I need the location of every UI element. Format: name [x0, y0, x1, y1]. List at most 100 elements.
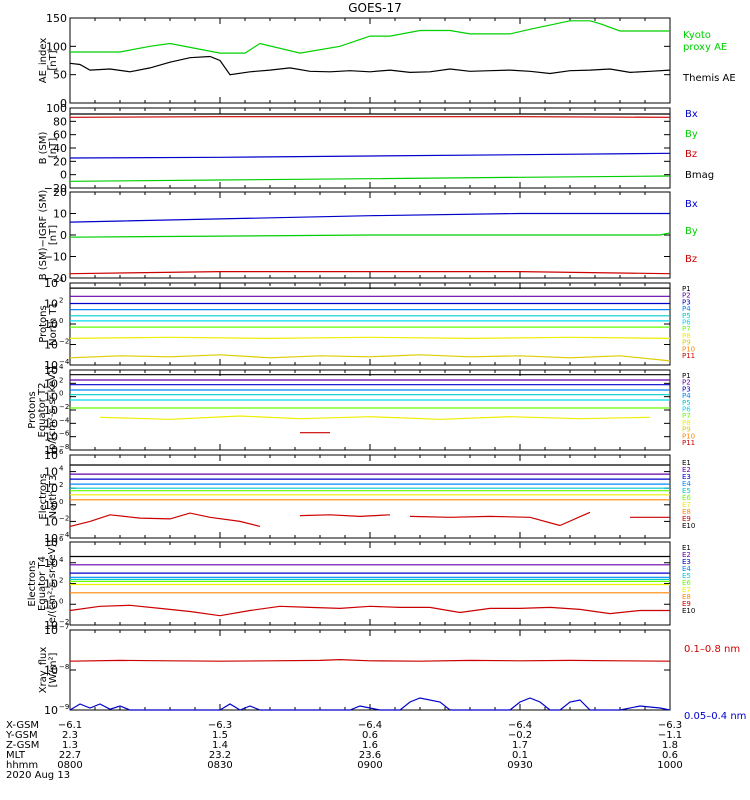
ephemeris-row-label: Y-GSM — [5, 730, 38, 741]
legend-label: P3 — [682, 385, 691, 393]
legend-label: E5 — [682, 487, 691, 495]
legend-label: Themis AE — [682, 73, 736, 84]
y-tick-label: 80 — [53, 115, 67, 128]
panel-frame — [69, 454, 671, 539]
y-axis-label: AE_index — [38, 38, 49, 84]
y-tick-label: 10 — [44, 515, 58, 528]
y-tick-exponent: 6 — [59, 448, 64, 456]
y-tick-exponent: −2 — [59, 514, 69, 522]
series-line — [69, 512, 261, 527]
legend-label: P5 — [682, 312, 691, 320]
y-axis-label: Protons — [38, 305, 49, 342]
legend-label: E7 — [682, 586, 691, 594]
legend-label: E10 — [682, 522, 695, 530]
ephemeris-value: 23.6 — [359, 750, 381, 761]
y-tick-exponent: 4 — [59, 363, 64, 371]
ephemeris-value: 0800 — [57, 760, 82, 771]
y-tick-label: 10 — [44, 298, 58, 311]
y-tick-exponent: 2 — [59, 297, 63, 305]
legend-label: P4 — [682, 305, 691, 313]
legend-label: E1 — [682, 459, 691, 467]
ephemeris-row-label: Z-GSM — [6, 740, 39, 751]
legend-label: P8 — [682, 419, 691, 427]
legend-label: P7 — [682, 412, 691, 420]
series-line — [69, 55, 671, 76]
legend-label: E3 — [682, 473, 691, 481]
y-tick-label: 10 — [44, 359, 58, 372]
y-tick-label: 10 — [44, 704, 58, 717]
legend-label: E2 — [682, 551, 691, 559]
y-tick-label: 10 — [44, 624, 58, 637]
ephemeris-value: 23.2 — [209, 750, 231, 761]
ephemeris-value: 0.6 — [362, 730, 378, 741]
y-tick-label: 10 — [44, 619, 58, 632]
y-axis-label: Protons — [27, 391, 38, 428]
y-tick-exponent: 4 — [59, 276, 64, 284]
y-tick-label: 10 — [44, 557, 58, 570]
y-tick-label: 10 — [44, 364, 58, 377]
series-line — [559, 511, 591, 527]
legend-label: P4 — [682, 392, 691, 400]
figure-title: GOES-17 — [348, 1, 402, 15]
legend-label: P1 — [682, 372, 691, 380]
y-axis-label: [nT] — [48, 50, 59, 70]
y-axis-label: Electrons — [27, 560, 38, 606]
ephemeris-row-label: X-GSM — [6, 720, 39, 731]
y-axis-label: Xray_flux — [38, 647, 49, 694]
y-tick-exponent: −9 — [59, 703, 69, 711]
y-tick-label: 100 — [46, 102, 67, 115]
y-tick-exponent: 0 — [59, 390, 63, 398]
legend-label: E5 — [682, 572, 691, 580]
y-tick-label: −20 — [44, 272, 67, 285]
y-tick-exponent: 6 — [59, 535, 64, 543]
legend-label: E3 — [682, 558, 691, 566]
y-tick-label: 0 — [60, 97, 67, 110]
panel-frame — [69, 541, 671, 626]
y-tick-exponent: −8 — [59, 663, 69, 671]
y-tick-exponent: −7 — [59, 623, 69, 631]
ephemeris-row-label: MLT — [6, 750, 26, 761]
y-tick-label: 10 — [44, 277, 58, 290]
y-tick-label: 150 — [46, 12, 67, 25]
ephemeris-value: 1000 — [657, 760, 682, 771]
y-tick-exponent: 4 — [59, 465, 64, 473]
y-axis-label: B (SM)−IGRF (SM) — [38, 190, 49, 281]
series-line — [69, 152, 671, 159]
legend-label: Bmag — [685, 170, 714, 181]
series-line — [69, 116, 671, 118]
series-line — [99, 415, 651, 420]
y-tick-label: 10 — [44, 482, 58, 495]
y-tick-label: 50 — [53, 69, 67, 82]
y-axis-label: Equator T2 — [37, 383, 48, 438]
y-tick-exponent: −8 — [59, 443, 69, 451]
legend-label: P5 — [682, 399, 691, 407]
legend-label: Bz — [685, 254, 697, 265]
ephemeris-value: −6.4 — [508, 720, 532, 731]
y-axis-label: Electrons — [38, 473, 49, 519]
y-tick-exponent: −2 — [59, 338, 69, 346]
y-tick-label: 10 — [44, 318, 58, 331]
series-line — [69, 271, 671, 275]
y-tick-label: 20 — [53, 155, 67, 168]
y-tick-exponent: −2 — [59, 403, 69, 411]
ephemeris-value: 0930 — [507, 760, 532, 771]
panel-b_igrf: −20 −10 0 10 20 B (SM)−IGRF (SM) [nT] Bx By Bz — [38, 186, 698, 285]
panel-frame — [69, 17, 671, 104]
y-tick-exponent: 2 — [59, 376, 63, 384]
ephemeris-value: 0830 — [207, 760, 232, 771]
ephemeris-row-label: hhmm — [6, 760, 38, 771]
series-line — [69, 658, 671, 662]
y-tick-label: 10 — [44, 377, 58, 390]
y-tick-exponent: 0 — [59, 597, 63, 605]
legend-label: P6 — [682, 319, 691, 327]
y-tick-label: 10 — [44, 532, 58, 545]
ephemeris-value: 1.8 — [662, 740, 678, 751]
series-line — [409, 515, 561, 527]
y-tick-label: 10 — [44, 449, 58, 462]
legend-label: P2 — [682, 292, 691, 300]
date-label: 2020 Aug 13 — [6, 770, 70, 781]
y-tick-exponent: 0 — [59, 498, 63, 506]
